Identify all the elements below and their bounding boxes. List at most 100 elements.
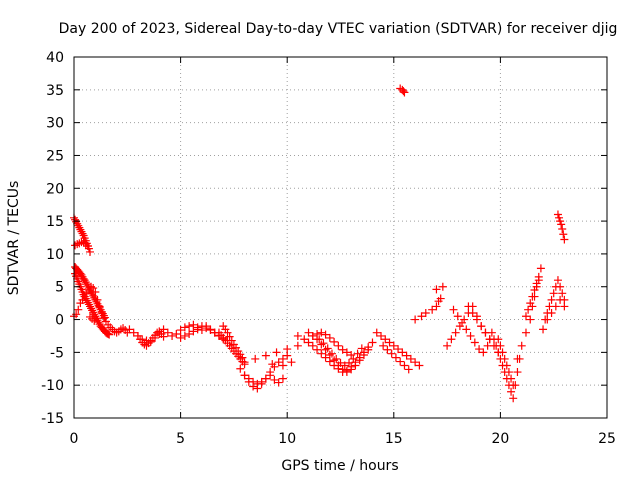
data-point (172, 329, 181, 338)
data-point (513, 368, 522, 377)
data-point (507, 387, 516, 396)
data-point (379, 341, 388, 350)
data-point (272, 348, 281, 357)
data-point (274, 358, 283, 367)
data-point (555, 213, 564, 222)
data-point (536, 264, 545, 273)
plot-frame (73, 56, 608, 419)
data-point (185, 322, 194, 331)
data-point (266, 371, 275, 380)
data-point (304, 338, 313, 347)
data-point (551, 302, 560, 311)
data-point (417, 312, 426, 321)
data-point (308, 341, 317, 350)
y-tick-label: 0 (55, 313, 64, 329)
data-point (406, 354, 415, 363)
data-point (93, 295, 102, 304)
x-tick-label: 0 (70, 431, 79, 447)
data-point (468, 308, 477, 317)
data-point (332, 354, 341, 363)
data-point (293, 331, 302, 340)
data-point (323, 344, 332, 353)
data-point (496, 341, 505, 350)
y-tick-label: 30 (46, 116, 64, 132)
data-point (526, 299, 535, 308)
data-point (479, 348, 488, 357)
x-tick-label: 20 (491, 431, 509, 447)
data-point (100, 313, 109, 322)
data-point (342, 368, 351, 377)
data-point (504, 368, 513, 377)
data-point (453, 312, 462, 321)
data-point (304, 328, 313, 337)
data-point (202, 324, 211, 333)
data-point (559, 230, 568, 239)
data-point (547, 295, 556, 304)
data-point (472, 315, 481, 324)
y-tick-label: 15 (46, 214, 64, 230)
data-point (560, 235, 569, 244)
data-point (278, 361, 287, 370)
x-tick-label: 5 (176, 431, 185, 447)
data-point (313, 329, 322, 338)
data-point (470, 338, 479, 347)
x-tick-label: 10 (278, 431, 296, 447)
data-point (274, 378, 283, 387)
data-point (91, 287, 100, 296)
data-point (477, 322, 486, 331)
data-point (168, 331, 177, 340)
data-point (345, 358, 354, 367)
data-point (90, 316, 99, 325)
data-point (507, 374, 516, 383)
data-point (498, 348, 507, 357)
data-point (402, 351, 411, 360)
data-point (193, 325, 202, 334)
data-point (336, 358, 345, 367)
y-tick-label: 10 (46, 247, 64, 263)
data-point (240, 371, 249, 380)
data-point (534, 276, 543, 285)
data-point (383, 345, 392, 354)
x-axis-ticks: 0 5 10 15 20 25 (70, 57, 616, 447)
data-point (351, 361, 360, 370)
data-point (180, 323, 189, 332)
data-point (206, 326, 215, 335)
data-point (404, 365, 413, 374)
data-point (347, 350, 356, 359)
data-point (509, 381, 518, 390)
data-point (83, 242, 92, 251)
data-point (359, 350, 368, 359)
data-point (163, 328, 172, 337)
data-point (125, 325, 134, 334)
y-axis-ticks: -15 -10 -5 0 5 10 15 20 25 30 35 40 (41, 50, 607, 427)
data-point (385, 338, 394, 347)
data-point (313, 345, 322, 354)
y-tick-label: 5 (55, 280, 64, 296)
data-point (321, 330, 330, 339)
data-point (526, 315, 535, 324)
data-point (72, 310, 81, 319)
data-point (268, 360, 277, 369)
data-point (521, 328, 530, 337)
data-point (355, 356, 364, 365)
data-point (185, 329, 194, 338)
data-point (357, 344, 366, 353)
data-point (487, 328, 496, 337)
data-point (372, 328, 381, 337)
data-point (394, 345, 403, 354)
data-point (251, 354, 260, 363)
data-point (257, 377, 266, 386)
data-point (398, 348, 407, 357)
data-point (557, 220, 566, 229)
data-point (411, 358, 420, 367)
data-point (396, 357, 405, 366)
data-point (449, 305, 458, 314)
data-point (530, 286, 539, 295)
data-point (244, 374, 253, 383)
data-point (338, 345, 347, 354)
data-point (475, 345, 484, 354)
data-point (261, 374, 270, 383)
data-point (509, 394, 518, 403)
data-point (95, 302, 104, 311)
